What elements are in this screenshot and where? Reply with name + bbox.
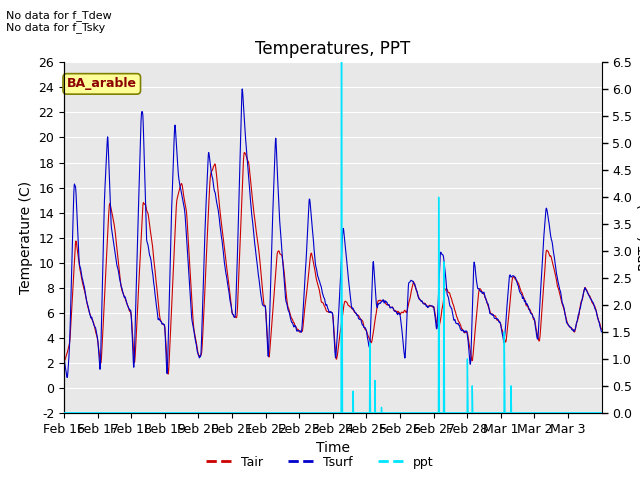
- Y-axis label: Temperature (C): Temperature (C): [19, 181, 33, 294]
- Title: Temperatures, PPT: Temperatures, PPT: [255, 40, 410, 58]
- Legend: Tair, Tsurf, ppt: Tair, Tsurf, ppt: [202, 451, 438, 474]
- Text: No data for f_Tdew
No data for f_Tsky: No data for f_Tdew No data for f_Tsky: [6, 10, 112, 33]
- Y-axis label: PPT (mm): PPT (mm): [637, 204, 640, 271]
- Text: BA_arable: BA_arable: [67, 77, 137, 90]
- X-axis label: Time: Time: [316, 441, 350, 455]
